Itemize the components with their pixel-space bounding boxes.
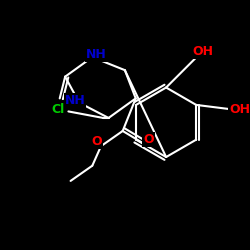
Text: OH: OH — [192, 45, 214, 58]
Text: O: O — [52, 100, 63, 114]
Text: O: O — [144, 133, 154, 146]
Text: O: O — [91, 135, 102, 148]
Text: NH: NH — [86, 48, 107, 62]
Text: NH: NH — [64, 94, 85, 107]
Text: Cl: Cl — [51, 103, 64, 116]
Text: OH: OH — [229, 103, 250, 116]
